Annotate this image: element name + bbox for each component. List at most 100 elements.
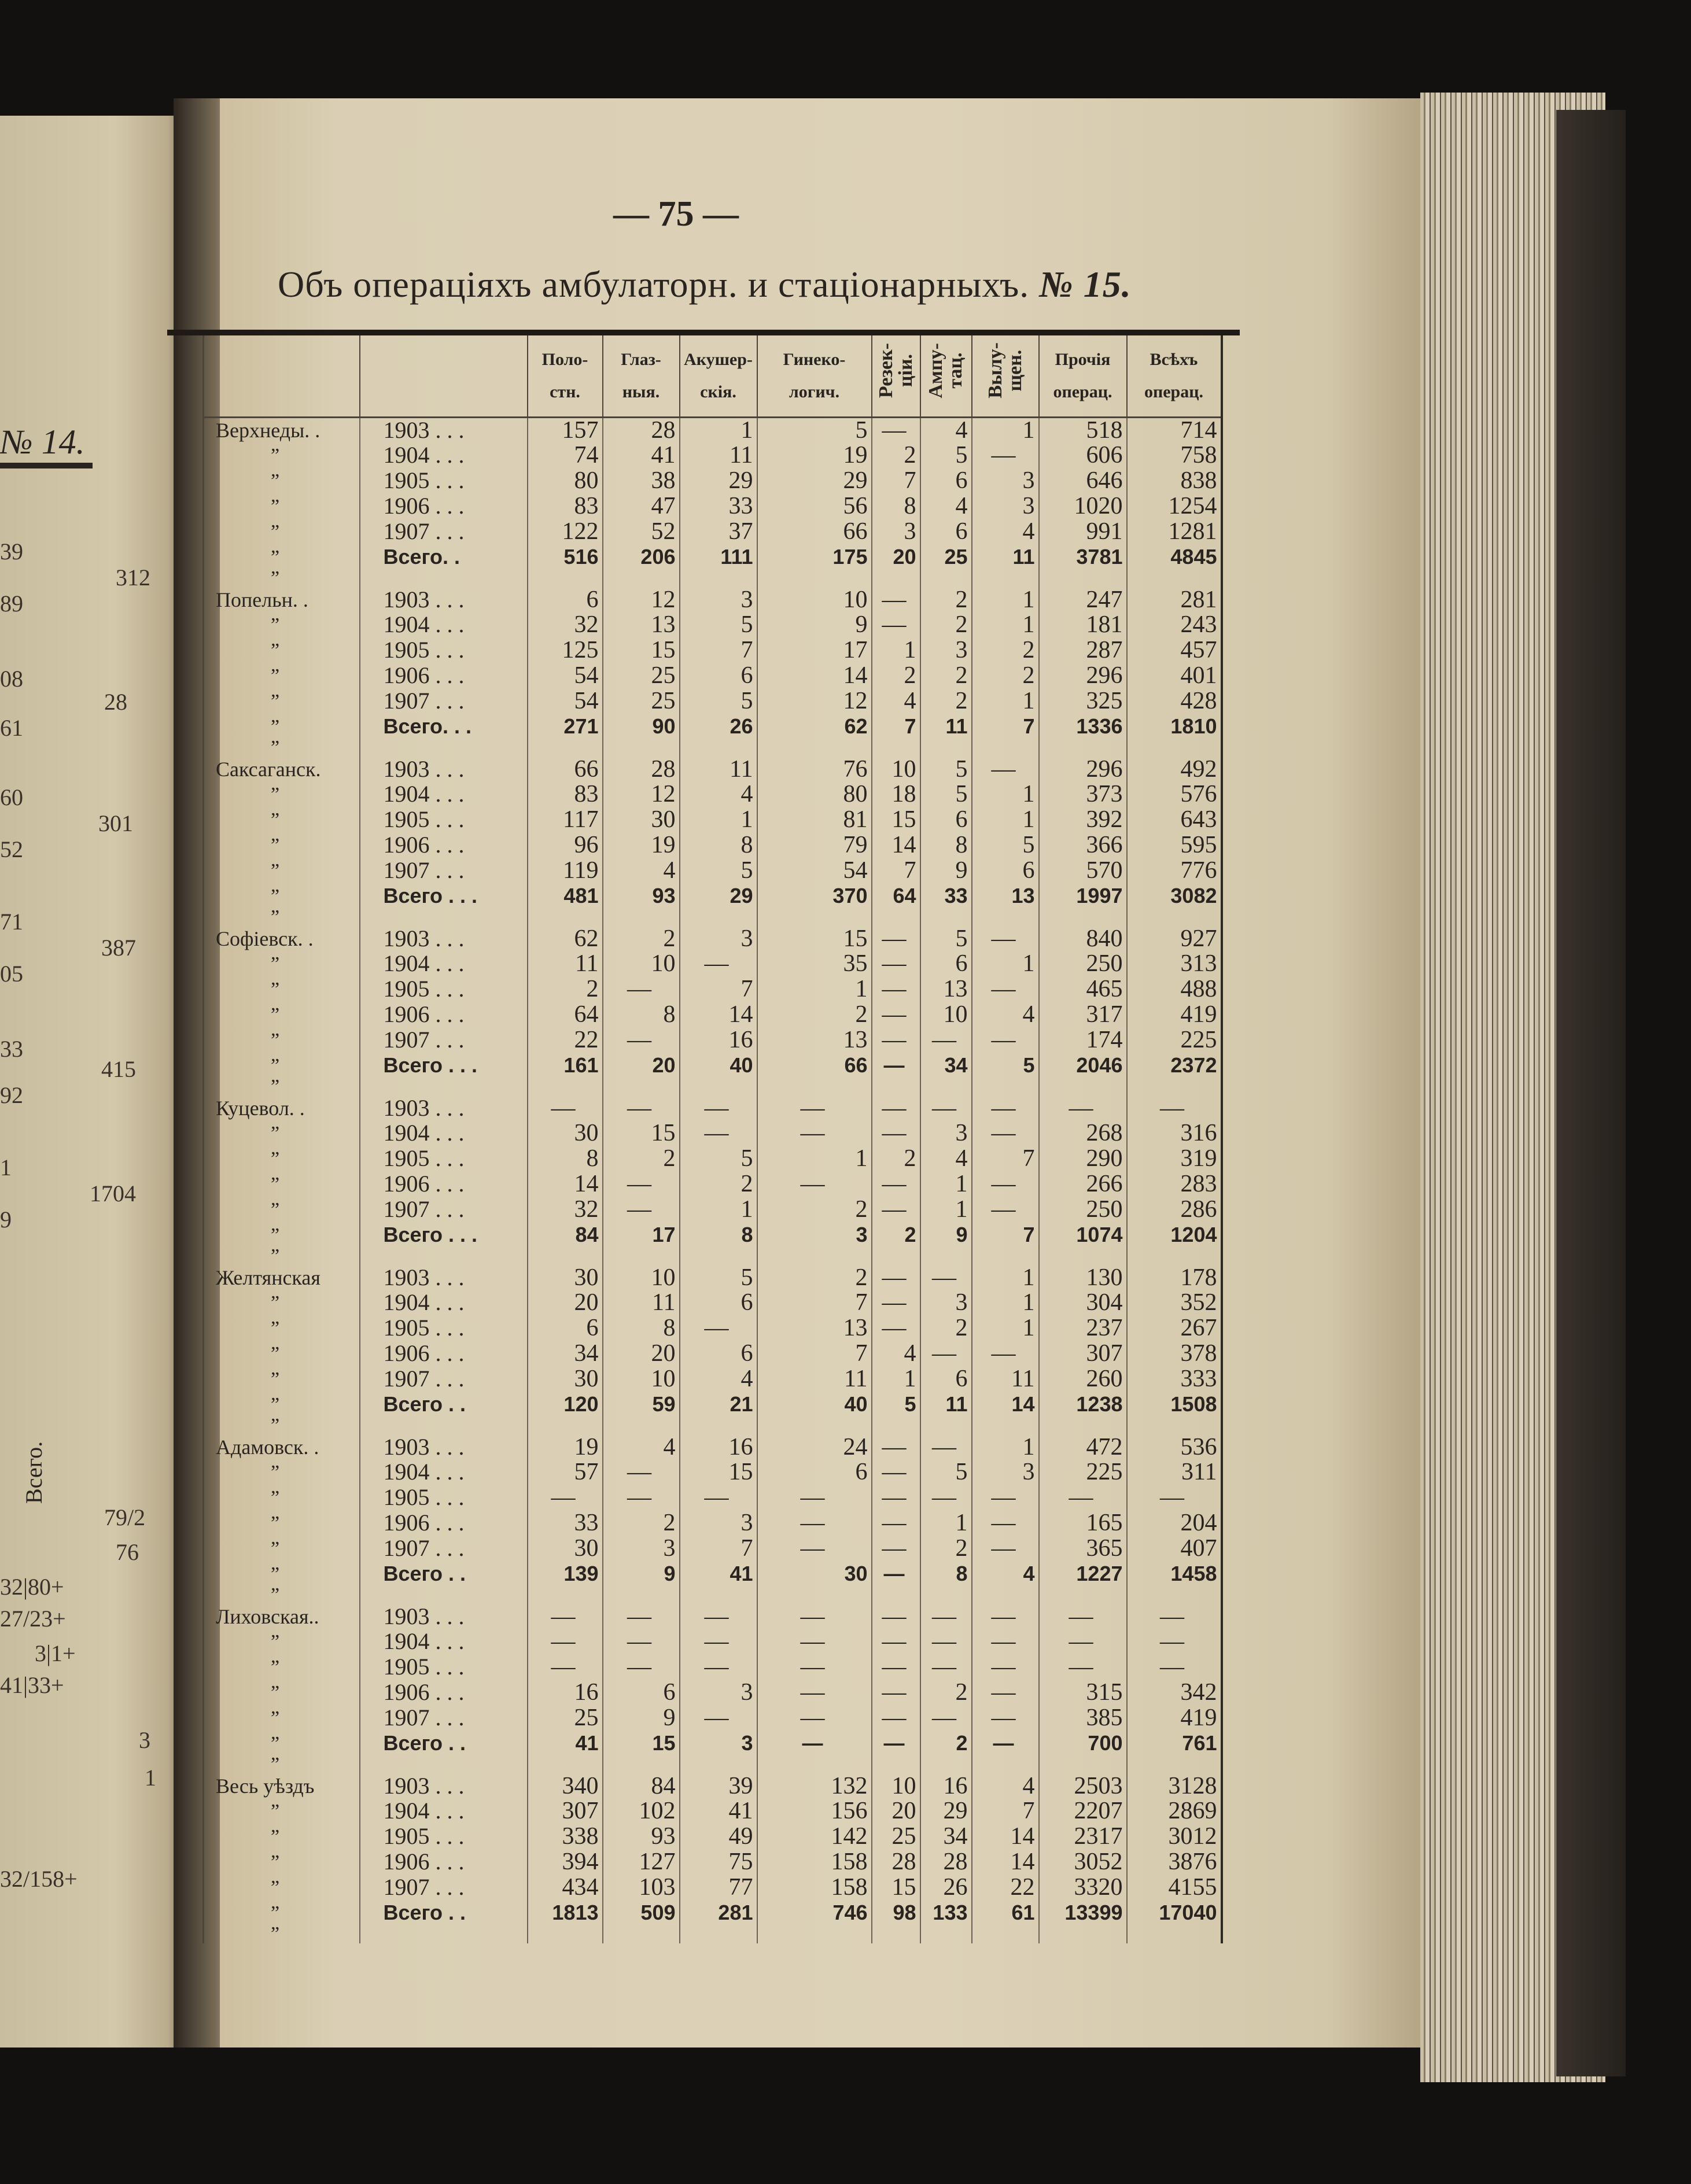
value-cell: — (871, 976, 920, 1002)
value-cell (1038, 1417, 1127, 1435)
table-row: ” 1906 . . . 14—2— —1—266 283 (202, 1171, 1223, 1197)
left-page-number: 52 (0, 836, 23, 862)
value-cell: 8 (919, 1561, 972, 1587)
district-cell: ” (202, 468, 360, 493)
district-cell: ” (202, 1875, 360, 1900)
value-cell: 2 (756, 1002, 872, 1027)
ditto-mark: ” (271, 1563, 280, 1585)
district-name: Верхнеды. . (216, 419, 320, 442)
district-cell: ” (202, 569, 360, 588)
district-cell: ” (202, 1755, 360, 1774)
year-cell (359, 909, 528, 927)
value-cell: 12 (602, 781, 680, 807)
table-header-row: Поло- стн. Глаз- ныя. Акушер- скія. Гинеко-… (202, 335, 1223, 418)
year-cell: 1904 . . . (359, 1798, 528, 1824)
year-cell: 1903 . . . (359, 1774, 528, 1798)
district-cell: ” (202, 883, 360, 909)
year-cell: 1906 . . . (359, 1171, 528, 1197)
value-cell: 11 (919, 1392, 972, 1417)
value-cell: 5 (919, 757, 972, 781)
table-row: ” 1906 . . . 96 19 8 79 14 8 5 366 595 (202, 832, 1223, 858)
ditto-mark: ” (271, 640, 280, 661)
year-cell: Всего . . . (359, 1222, 528, 1248)
table-number: № 15. (1039, 264, 1132, 305)
value-cell: — (871, 588, 920, 612)
value-cell: 29 (919, 1798, 972, 1824)
value-cell: 7 (679, 1536, 757, 1561)
value-cell: 29 (679, 883, 757, 909)
value-cell: 3052 (1038, 1849, 1127, 1875)
table-row: ” 1905 . . . — — — — — — — — — (202, 1485, 1223, 1510)
value-cell: 407 (1126, 1536, 1223, 1561)
district-cell: ” (202, 1053, 360, 1078)
year-cell: Всего. . . (359, 714, 528, 739)
value-cell: 3 (756, 1222, 872, 1248)
value-cell: 25 (602, 688, 680, 714)
value-cell: 79 (756, 832, 872, 858)
value-cell: 3 (971, 493, 1039, 519)
value-cell: 13 (971, 883, 1039, 909)
value-cell: 1 (971, 688, 1039, 714)
value-cell (756, 1078, 872, 1096)
value-cell (756, 1925, 872, 1943)
value-cell: — (1038, 1485, 1127, 1510)
district-cell: ” (202, 1510, 360, 1536)
total-row: ” Всего . . 120 59 21 40 5 11 14 1238 1508 (202, 1392, 1223, 1417)
total-row: ” Всего . . . 84 17 8 3 2 9 7 1074 1204 (202, 1222, 1223, 1248)
value-cell: 10 (919, 1002, 972, 1027)
value-cell: — (602, 1096, 680, 1120)
ditto-mark: ” (271, 665, 280, 687)
value-cell: 4 (602, 1435, 680, 1459)
value-cell: 11 (971, 544, 1039, 570)
ditto-mark: ” (271, 614, 280, 636)
ditto-mark: ” (271, 1055, 280, 1076)
district-cell: Желтянская (202, 1266, 360, 1290)
value-cell: 281 (1126, 588, 1223, 612)
ditto-mark: ” (271, 1682, 280, 1703)
value-cell: 366 (1038, 832, 1127, 858)
year-cell: 1903 . . . (359, 588, 528, 612)
table-row: ” 1906 . . . 34 20 6 7 4— —307 378 (202, 1341, 1223, 1366)
column-header: Поло- стн. (526, 335, 603, 418)
value-cell (679, 909, 757, 927)
district-cell: ” (202, 1849, 360, 1875)
value-cell: 3876 (1126, 1849, 1223, 1875)
value-cell: 6 (679, 663, 757, 688)
value-cell: 472 (1038, 1435, 1127, 1459)
value-cell: 90 (602, 714, 680, 739)
district-cell: ” (202, 1290, 360, 1315)
value-cell: 5 (756, 417, 872, 442)
value-cell: — (756, 1096, 872, 1120)
ditto-mark: ” (271, 906, 280, 928)
value-cell: 9 (602, 1705, 680, 1731)
value-cell: — (871, 1053, 920, 1078)
value-cell: 2 (919, 1731, 972, 1756)
value-cell (756, 1417, 872, 1435)
value-cell: 24 (756, 1435, 872, 1459)
left-page-fragment: № 14. Всего. 39 312 89 08 28 61 60 301 52 71 387 05… (0, 116, 191, 2048)
left-page-title: № 14. (0, 423, 85, 461)
value-cell: 157 (526, 417, 603, 442)
value-cell (526, 1587, 603, 1604)
value-cell: 576 (1126, 781, 1223, 807)
value-cell: 1074 (1038, 1222, 1127, 1248)
value-cell: 1810 (1126, 714, 1223, 739)
value-cell: 319 (1126, 1146, 1223, 1171)
value-cell: — (919, 1341, 972, 1366)
value-cell (602, 570, 680, 588)
value-cell: 77 (679, 1875, 757, 1900)
ditto-mark: ” (271, 886, 280, 907)
value-cell: 20 (871, 1798, 920, 1824)
value-cell: 3320 (1038, 1875, 1127, 1900)
value-cell: — (756, 1629, 872, 1654)
table-row: ” 1905 . . . 8 2 5 1 2 4 7 290 319 (202, 1146, 1223, 1171)
value-cell: — (756, 1731, 872, 1756)
value-cell: 271 (526, 714, 603, 739)
year-cell: 1903 . . . (359, 1266, 528, 1290)
ditto-mark: ” (271, 1851, 280, 1873)
value-cell: 392 (1038, 807, 1127, 832)
value-cell: 29 (756, 468, 872, 493)
value-cell: 125 (526, 637, 603, 663)
district-cell: ” (202, 519, 360, 544)
value-cell: 15 (602, 1731, 680, 1756)
